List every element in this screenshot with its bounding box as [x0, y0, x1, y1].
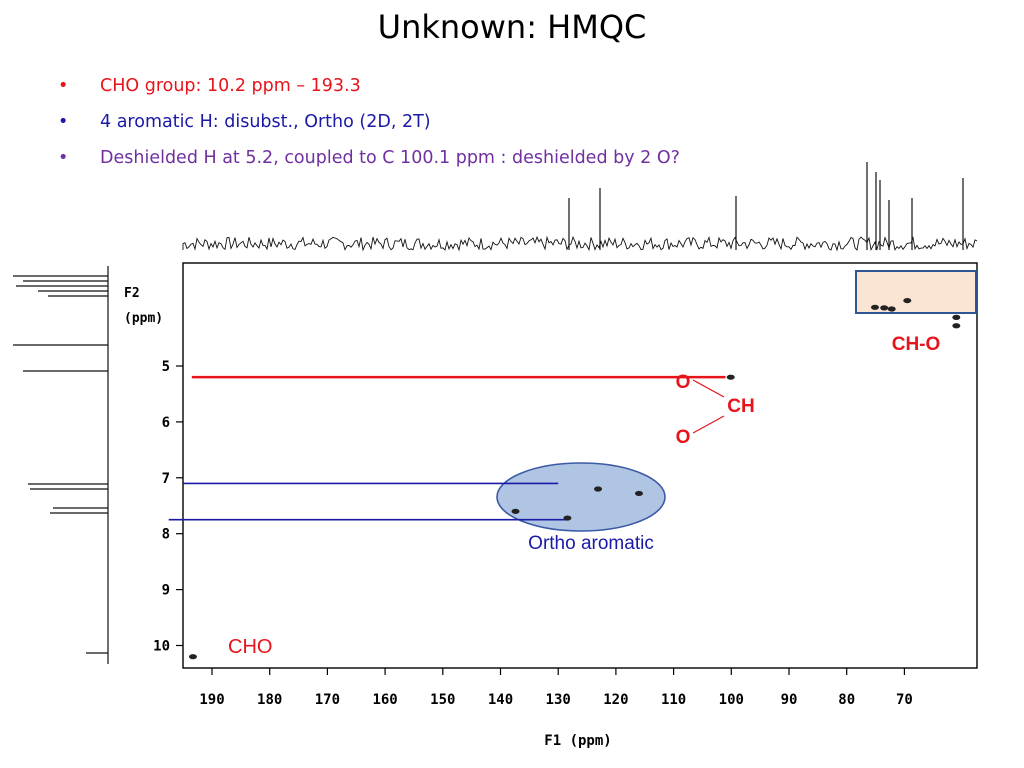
cross-peak-point: [952, 314, 961, 320]
x-tick-label: 160: [372, 692, 397, 708]
x-tick-label: 180: [257, 692, 282, 708]
cross-peak-point: [880, 305, 889, 311]
y-tick-label: 5: [162, 359, 170, 375]
carbon-noise-trace: [182, 235, 978, 252]
oxygen-top-label: O: [676, 372, 691, 393]
x-tick-label: 110: [661, 692, 686, 708]
guide-lines: [168, 375, 726, 521]
cross-peak-point: [594, 486, 603, 492]
cross-peak-point: [511, 508, 520, 514]
x-tick-label: 70: [896, 692, 913, 708]
y-tick-label: 7: [162, 471, 170, 487]
y-axis-label-ppm: (ppm): [124, 311, 163, 326]
bullet-dot: •: [58, 112, 69, 132]
x-tick-label: 130: [546, 692, 571, 708]
oxygen-bottom-label: O: [676, 427, 691, 448]
x-axis-label: F1 (ppm): [544, 733, 611, 749]
bullet-dot: •: [58, 148, 69, 168]
cross-peak-point: [903, 297, 912, 304]
y-tick-label: 10: [153, 639, 170, 655]
cross-peak-point: [870, 304, 879, 310]
ch-o-label: CH-O: [892, 334, 941, 355]
cross-peak-point: [563, 515, 572, 521]
bullet-text-cho: CHO group: 10.2 ppm – 193.3: [100, 76, 361, 96]
bond-line: [692, 415, 725, 434]
cho-label: CHO: [228, 636, 272, 658]
y-tick-label: 8: [162, 527, 170, 543]
y-tick-label: 6: [162, 415, 170, 431]
proton-1d-spectrum: [13, 266, 109, 664]
cross-peak-point: [634, 490, 643, 497]
carbon-1d-spectrum: [182, 162, 978, 252]
cross-peak-point: [726, 374, 735, 380]
bullet-dot: •: [58, 76, 69, 96]
y-tick-label: 9: [162, 583, 170, 599]
ch-label: CH: [727, 396, 754, 417]
x-tick-label: 150: [430, 692, 455, 708]
x-tick-label: 80: [838, 692, 855, 708]
x-tick-label: 90: [781, 692, 798, 708]
x-tick-label: 120: [603, 692, 628, 708]
x-tick-label: 100: [719, 692, 744, 708]
cross-peak-point: [188, 654, 197, 660]
bullet-text-deshielded: Deshielded H at 5.2, coupled to C 100.1 …: [100, 148, 680, 168]
bullet-text-aromatic: 4 aromatic H: disubst., Ortho (2D, 2T): [100, 112, 431, 132]
y-axis-label-f2: F2: [124, 286, 140, 301]
ortho-aromatic-region: [496, 462, 666, 532]
ortho-aromatic-label: Ortho aromatic: [528, 533, 654, 554]
x-tick-label: 190: [199, 692, 224, 708]
cross-peaks: [188, 297, 961, 660]
axis-ticks: 190 180 170 160 150 140 130 120 110 100 90 80 70 5 6 7 8…: [153, 359, 913, 708]
cross-peak-point: [952, 323, 961, 329]
bond-line: [692, 379, 725, 398]
plot-frame: [182, 262, 978, 669]
x-tick-label: 170: [315, 692, 340, 708]
slide-title: Unknown: HMQC: [377, 8, 647, 46]
cross-peak-point: [887, 306, 896, 312]
x-tick-label: 140: [488, 692, 513, 708]
